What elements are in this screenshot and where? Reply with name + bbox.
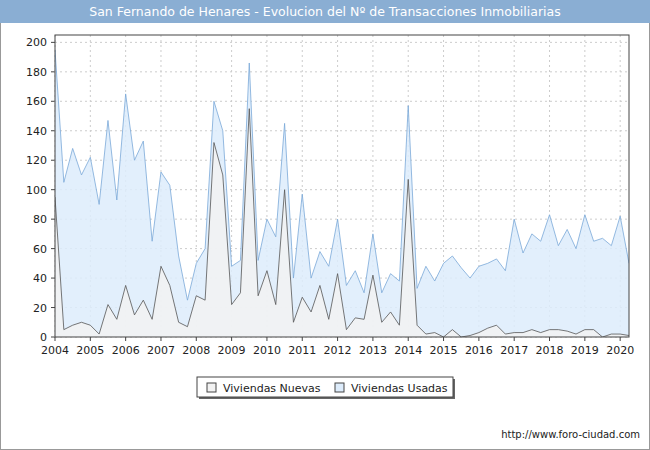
y-grid: [55, 71, 629, 72]
x-tick: [443, 337, 444, 341]
y-tick-label: 140: [26, 125, 47, 138]
x-tick: [302, 337, 303, 341]
y-tick: [51, 42, 55, 43]
x-tick: [514, 337, 515, 341]
y-tick-label: 80: [33, 213, 47, 226]
x-tick: [266, 337, 267, 341]
y-grid: [55, 42, 629, 43]
title: San Fernando de Henares - Evolucion del …: [89, 4, 560, 19]
legend: Viviendas Nuevas Viviendas Usadas: [197, 377, 455, 399]
y-tick: [51, 307, 55, 308]
x-tick: [584, 337, 585, 341]
source: http://www.foro-ciudad.com: [501, 429, 640, 440]
y-tick-label: 200: [26, 36, 47, 49]
legend-swatch: [207, 383, 216, 392]
x-tick-label: 2015: [430, 344, 458, 357]
x-tick-label: 2008: [182, 344, 210, 357]
x-tick-label: 2011: [288, 344, 316, 357]
y-tick: [51, 278, 55, 279]
x-tick: [160, 337, 161, 341]
y-tick: [51, 337, 55, 338]
x-tick-label: 2019: [571, 344, 599, 357]
x-tick-label: 2004: [41, 344, 69, 357]
legend-swatch: [335, 383, 344, 392]
y-tick: [51, 219, 55, 220]
grid: [51, 35, 629, 341]
area-line: [55, 109, 629, 337]
area-line: [55, 50, 629, 300]
y-tick: [51, 71, 55, 72]
x-tick: [478, 337, 479, 341]
area: [55, 50, 629, 337]
x-tick-label: 2010: [253, 344, 281, 357]
y-tick-label: 160: [26, 95, 47, 108]
plot-frame: [55, 35, 629, 337]
x-tick-label: 2007: [147, 344, 175, 357]
y-tick-label: 60: [33, 243, 47, 256]
y-tick: [51, 130, 55, 131]
y-tick-label: 20: [33, 302, 47, 315]
x-tick-label: 2009: [218, 344, 246, 357]
x-tick-label: 2005: [76, 344, 104, 357]
x-tick: [90, 337, 91, 341]
title-bar: [0, 0, 650, 23]
x-tick-label: 2017: [500, 344, 528, 357]
legend-label: Viviendas Usadas: [351, 382, 448, 395]
x-tick: [196, 337, 197, 341]
y-tick-label: 40: [33, 272, 47, 285]
x-tick: [337, 337, 338, 341]
x-tick-label: 2006: [112, 344, 140, 357]
y-tick: [51, 160, 55, 161]
y-tick-label: 100: [26, 184, 47, 197]
x-tick: [549, 337, 550, 341]
area: [55, 109, 629, 337]
y-tick-label: 180: [26, 66, 47, 79]
y-tick-label: 0: [40, 331, 47, 344]
y-tick: [51, 189, 55, 190]
x-tick-label: 2012: [324, 344, 352, 357]
y-tick-label: 120: [26, 154, 47, 167]
legend-box: [197, 377, 453, 397]
chart: San Fernando de Henares - Evolucion del …: [0, 0, 650, 450]
x-tick-label: 2014: [394, 344, 422, 357]
x-tick-label: 2020: [606, 344, 634, 357]
legend-label: Viviendas Nuevas: [223, 382, 321, 395]
x-tick: [55, 337, 56, 341]
y-tick: [51, 101, 55, 102]
x-tick-label: 2018: [536, 344, 564, 357]
page-border: [1, 1, 650, 450]
x-tick: [620, 337, 621, 341]
x-tick-label: 2013: [359, 344, 387, 357]
x-tick-label: 2016: [465, 344, 493, 357]
x-tick: [125, 337, 126, 341]
x-tick: [231, 337, 232, 341]
x-tick: [372, 337, 373, 341]
x-tick: [408, 337, 409, 341]
y-grid: [55, 130, 629, 131]
plot-area: [55, 50, 629, 337]
y-grid: [55, 101, 629, 102]
y-tick: [51, 248, 55, 249]
